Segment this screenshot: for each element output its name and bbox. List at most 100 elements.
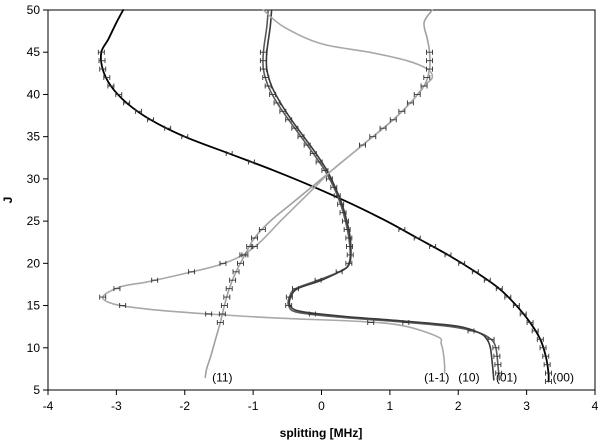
data-point-00 [164, 125, 172, 131]
data-point-01 [291, 125, 299, 131]
data-point-01 [492, 345, 500, 351]
y-tick-label: 40 [27, 87, 41, 101]
y-axis-ticks: 5 10 15 20 25 30 35 40 45 50 [27, 3, 48, 397]
data-point-01 [494, 362, 502, 368]
data-point-11 [420, 83, 428, 89]
data-point-01 [467, 328, 475, 334]
data-point-01 [285, 303, 293, 309]
data-point-1m1 [113, 286, 121, 292]
data-point-11 [426, 66, 433, 72]
data-point-01 [345, 260, 353, 266]
series-line-11 [204, 9, 434, 379]
data-point-01 [259, 66, 267, 72]
series-line-1m1 [101, 9, 446, 374]
data-point-01 [285, 294, 293, 300]
data-point-01 [330, 184, 338, 190]
data-point-01 [314, 277, 322, 283]
data-point-00 [531, 328, 539, 334]
y-tick-label: 10 [27, 341, 41, 355]
data-point-00 [413, 235, 421, 241]
x-tick-label: 3 [523, 399, 530, 413]
data-point-1m1 [239, 252, 247, 258]
data-point-11 [251, 235, 258, 241]
series-label: (01) [496, 370, 517, 384]
data-point-01 [303, 142, 311, 148]
x-tick-label: 1 [387, 399, 394, 413]
x-tick-label: -4 [43, 399, 54, 413]
data-point-01 [273, 100, 281, 106]
data-point-01 [285, 117, 293, 123]
data-point-00 [542, 353, 550, 359]
data-point-00 [115, 91, 123, 97]
data-point-01 [259, 58, 267, 64]
x-tick-label: -1 [248, 399, 259, 413]
data-point-01 [309, 151, 317, 157]
series-labels: (11) (1-1) (10) (01) (00) [212, 370, 574, 384]
data-point-01 [402, 319, 410, 325]
data-point-00 [247, 159, 255, 165]
data-point-01 [297, 134, 305, 140]
data-point-00 [458, 260, 466, 266]
x-tick-label: -2 [179, 399, 190, 413]
data-point-00 [398, 227, 406, 233]
x-axis-title: splitting [MHz] [280, 426, 363, 440]
data-point-01 [346, 252, 354, 258]
data-point-01 [264, 83, 272, 89]
data-point-01 [269, 91, 277, 97]
data-point-01 [333, 193, 341, 199]
data-point-1m1 [119, 303, 127, 309]
data-point-11 [389, 117, 397, 123]
x-tick-label: 2 [455, 399, 462, 413]
x-axis-ticks: -4 -3 -2 -1 0 1 2 3 4 [43, 390, 599, 413]
data-point-11 [426, 49, 433, 55]
data-point-11 [258, 227, 266, 233]
data-point-11 [359, 142, 366, 148]
data-point-01 [308, 311, 316, 317]
data-point-00 [512, 303, 520, 309]
data-point-00 [97, 49, 105, 55]
data-point-11 [426, 58, 433, 64]
y-tick-label: 5 [33, 383, 40, 397]
data-point-11 [216, 319, 224, 325]
data-point-11 [398, 108, 406, 114]
data-point-00 [545, 370, 552, 376]
data-point-01 [343, 227, 351, 233]
data-point-01 [341, 218, 349, 224]
data-point-00 [504, 294, 512, 300]
data-point-11 [423, 75, 431, 81]
data-point-01 [262, 75, 270, 81]
data-point-01 [495, 370, 503, 376]
data-point-1m1 [367, 319, 375, 325]
data-point-11 [220, 303, 228, 309]
data-point-01 [339, 210, 347, 216]
x-tick-label: 0 [318, 399, 325, 413]
data-point-01 [321, 167, 329, 173]
data-point-00 [225, 151, 233, 157]
data-point-11 [218, 311, 226, 317]
data-point-00 [181, 134, 189, 140]
data-point-00 [123, 100, 131, 106]
data-point-11 [237, 260, 244, 266]
data-point-01 [315, 159, 323, 165]
data-point-01 [325, 176, 333, 182]
data-point-00 [543, 362, 551, 368]
data-point-00 [539, 345, 547, 351]
data-point-1m1 [99, 294, 107, 300]
data-point-11 [406, 100, 414, 106]
data-point-1m1 [250, 243, 258, 249]
data-point-00 [98, 58, 106, 64]
data-point-1m1 [151, 277, 159, 283]
x-tick-label: -3 [111, 399, 122, 413]
data-point-11 [229, 277, 237, 283]
data-point-00 [545, 379, 552, 385]
data-point-00 [103, 75, 111, 81]
y-tick-label: 35 [27, 130, 41, 144]
data-point-01 [487, 336, 495, 342]
y-tick-label: 20 [27, 256, 41, 270]
data-point-01 [279, 108, 287, 114]
data-point-11 [225, 286, 233, 292]
data-point-00 [444, 252, 452, 258]
y-tick-label: 45 [27, 45, 41, 59]
data-point-00 [519, 311, 527, 317]
